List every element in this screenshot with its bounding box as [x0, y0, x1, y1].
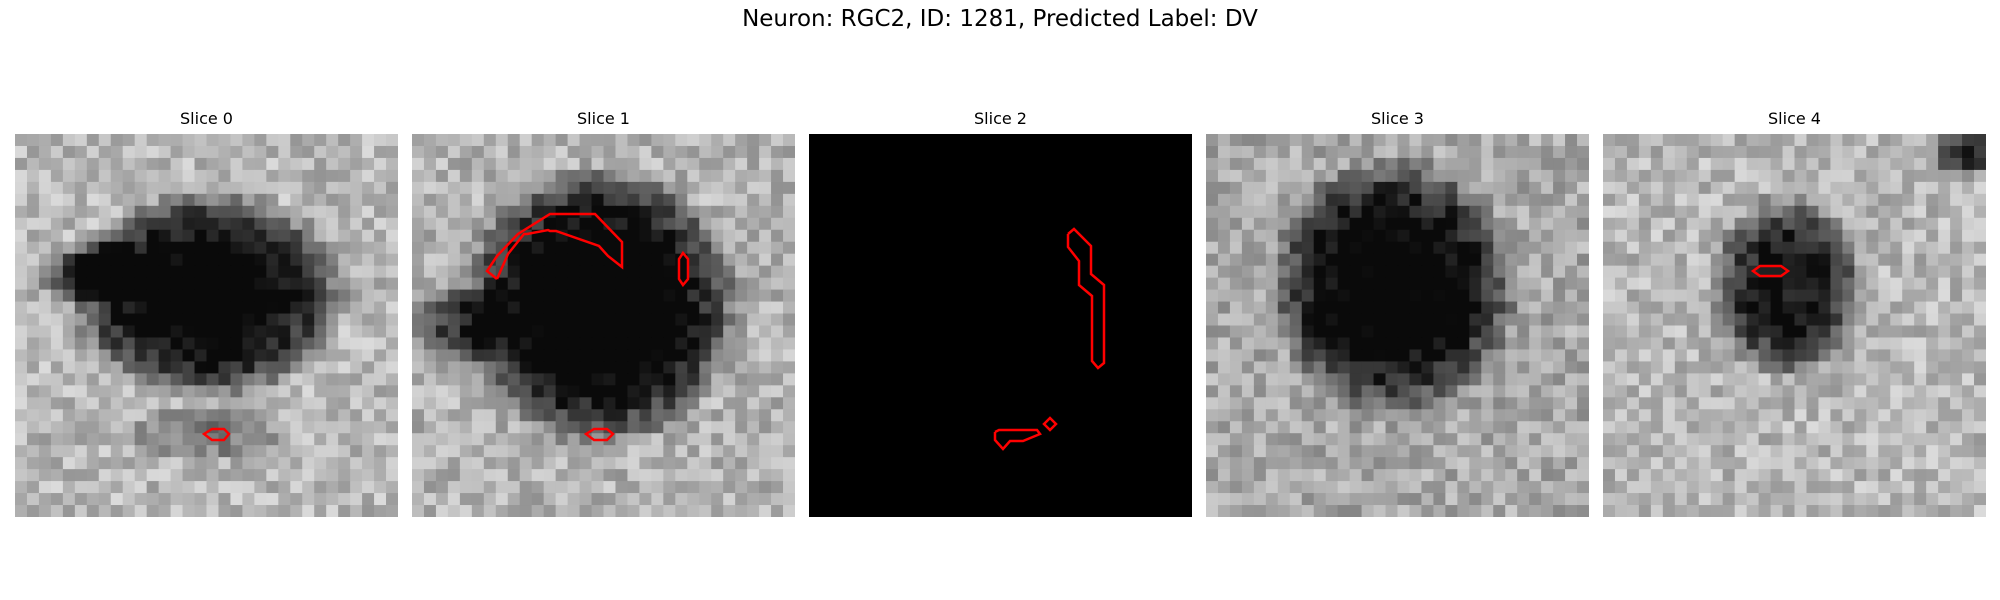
slice-1-contour-1 [485, 212, 624, 280]
slice-4-title: Slice 4 [1768, 109, 1821, 128]
slice-1-image [412, 134, 795, 517]
slice-0-contour-1 [201, 427, 231, 442]
slice-1-title: Slice 1 [577, 109, 630, 128]
slice-2-contour-4 [1042, 416, 1058, 432]
slice-0-title: Slice 0 [180, 109, 233, 128]
slice-3-image [1206, 134, 1589, 517]
slice-4-contour-1 [1750, 264, 1791, 278]
slice-4-image [1603, 134, 1986, 517]
slice-1-contour-3 [583, 427, 615, 442]
slice-2-title: Slice 2 [974, 109, 1027, 128]
slice-0-image [15, 134, 398, 517]
slice-2-contour-3 [993, 428, 1042, 451]
slice-3-title: Slice 3 [1371, 109, 1424, 128]
figure-title: Neuron: RGC2, ID: 1281, Predicted Label:… [742, 6, 1258, 32]
slice-2-contour-1 [1066, 227, 1106, 370]
slice-2-image [809, 134, 1192, 517]
slice-1-contour-2 [677, 250, 690, 288]
